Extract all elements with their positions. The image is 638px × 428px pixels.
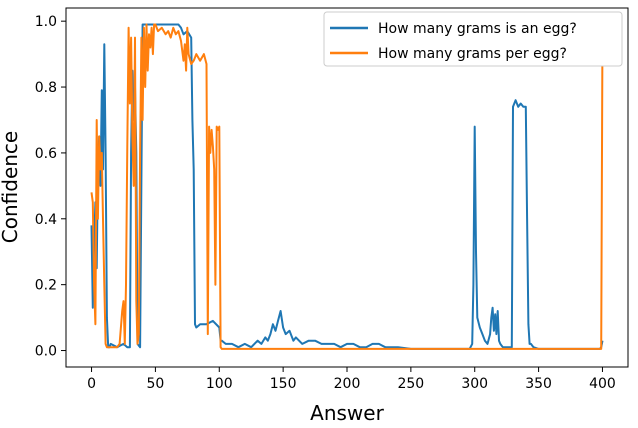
y-tick-label: 1.0 bbox=[35, 14, 57, 30]
y-tick-label: 0.4 bbox=[35, 212, 57, 228]
x-tick-label: 350 bbox=[525, 376, 552, 392]
legend-label-series-1: How many grams is an egg? bbox=[378, 21, 577, 37]
x-tick-label: 200 bbox=[334, 376, 361, 392]
legend-label-series-2: How many grams per egg? bbox=[378, 46, 567, 62]
x-tick-label: 50 bbox=[146, 376, 164, 392]
x-tick-label: 100 bbox=[206, 376, 233, 392]
x-tick-label: 150 bbox=[270, 376, 297, 392]
series-line-1 bbox=[90, 23, 604, 350]
x-tick-label: 0 bbox=[87, 376, 96, 392]
x-axis-ticks: 0 50 100 150 200 250 300 350 400 bbox=[87, 367, 616, 392]
y-axis-label: Confidence bbox=[0, 131, 22, 243]
y-tick-label: 0.2 bbox=[35, 278, 57, 294]
y-tick-label: 0.6 bbox=[35, 146, 57, 162]
legend: How many grams is an egg? How many grams… bbox=[323, 11, 623, 67]
x-axis-label: Answer bbox=[310, 401, 384, 424]
series-layer bbox=[90, 23, 604, 350]
x-tick-label: 250 bbox=[397, 376, 424, 392]
y-tick-label: 0.0 bbox=[35, 344, 57, 360]
x-tick-label: 300 bbox=[461, 376, 488, 392]
y-axis-ticks: 0.0 0.2 0.4 0.6 0.8 1.0 bbox=[35, 14, 66, 360]
series-line-2 bbox=[90, 23, 604, 350]
x-tick-label: 400 bbox=[589, 376, 616, 392]
y-tick-label: 0.8 bbox=[35, 80, 57, 96]
legend-box bbox=[323, 11, 623, 67]
